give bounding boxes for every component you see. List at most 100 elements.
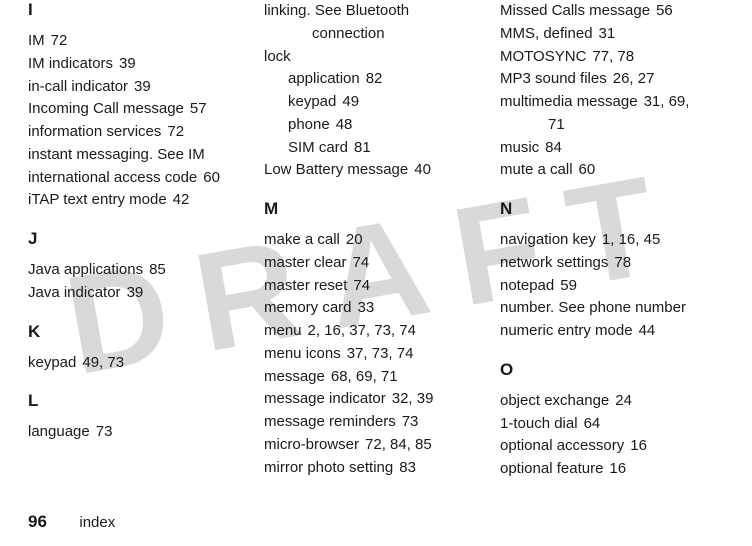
entry-text: in-call indicator (28, 78, 128, 95)
entry-pages: 16 (630, 437, 647, 454)
entry-pages: 33 (358, 299, 375, 316)
section-letter: M (264, 199, 488, 219)
entry-pages: 84 (545, 139, 562, 156)
entry-text: IM indicators (28, 55, 113, 72)
index-entry: optional accessory16 (500, 435, 724, 457)
entry-pages: 73 (96, 423, 113, 440)
entry-pages: 56 (656, 2, 673, 19)
index-entry: MOTOSYNC77, 78 (500, 46, 724, 68)
entry-pages: 57 (190, 100, 207, 117)
entry-pages: 77, 78 (592, 48, 634, 65)
index-column: Missed Calls message56MMS, defined31MOTO… (500, 0, 724, 505)
entry-pages: 20 (346, 231, 363, 248)
index-entry: Java indicator 39 (28, 282, 252, 304)
index-column: IIM72IM indicators39in-call indicator39I… (28, 0, 264, 505)
index-entry: connection (264, 23, 488, 45)
entry-text: phone (288, 116, 330, 133)
entry-text: 71 (548, 116, 565, 133)
index-entry: linking. See Bluetooth (264, 0, 488, 22)
index-entry: menu2, 16, 37, 73, 74 (264, 320, 488, 342)
entry-text: optional feature (500, 460, 603, 477)
entry-text: keypad (288, 93, 336, 110)
entry-text: memory card (264, 299, 352, 316)
entry-pages: 44 (639, 322, 656, 339)
entry-text: master reset (264, 277, 347, 294)
entry-pages: 74 (353, 254, 370, 271)
index-content: IIM72IM indicators39in-call indicator39I… (0, 0, 752, 505)
entry-pages: 64 (584, 415, 601, 432)
index-column: linking. See Bluetoothconnectionlockappl… (264, 0, 500, 505)
entry-pages: 39 (134, 78, 151, 95)
entry-text: iTAP text entry mode (28, 191, 167, 208)
entry-text: micro-browser (264, 436, 359, 453)
entry-text: notepad (500, 277, 554, 294)
entry-text: information services (28, 123, 161, 140)
index-entry: memory card 33 (264, 297, 488, 319)
entry-pages: 31 (599, 25, 616, 42)
entry-text: 1-touch dial (500, 415, 578, 432)
index-entry: IM indicators39 (28, 53, 252, 75)
entry-text: object exchange (500, 392, 609, 409)
entry-pages: 31, 69, (644, 93, 690, 110)
index-entry: 1-touch dial 64 (500, 413, 724, 435)
entry-pages: 42 (173, 191, 190, 208)
entry-pages: 37, 73, 74 (347, 345, 414, 362)
entry-text: keypad (28, 354, 76, 371)
index-entry: object exchange24 (500, 390, 724, 412)
entry-text: numeric entry mode (500, 322, 633, 339)
index-entry: IM72 (28, 30, 252, 52)
entry-text: mirror photo setting (264, 459, 393, 476)
entry-pages: 78 (614, 254, 631, 271)
entry-pages: 49 (342, 93, 359, 110)
entry-pages: 1, 16, 45 (602, 231, 660, 248)
index-entry: master reset 74 (264, 275, 488, 297)
section-letter: L (28, 391, 252, 411)
entry-text: number. See phone number (500, 299, 686, 316)
section-letter: J (28, 229, 252, 249)
entry-pages: 68, 69, 71 (331, 368, 398, 385)
index-entry: in-call indicator 39 (28, 76, 252, 98)
index-entry: iTAP text entry mode 42 (28, 189, 252, 211)
index-entry: number. See phone number (500, 297, 724, 319)
entry-pages: 81 (354, 139, 371, 156)
index-entry: navigation key1, 16, 45 (500, 229, 724, 251)
entry-text: Java applications (28, 261, 143, 278)
entry-pages: 40 (414, 161, 431, 178)
index-entry: numeric entry mode 44 (500, 320, 724, 342)
entry-pages: 83 (399, 459, 416, 476)
entry-pages: 60 (203, 169, 220, 186)
index-entry: keypad49, 73 (28, 352, 252, 374)
entry-text: Java indicator (28, 284, 121, 301)
entry-pages: 59 (560, 277, 577, 294)
index-entry: phone 48 (264, 114, 488, 136)
index-entry: network settings78 (500, 252, 724, 274)
entry-text: music (500, 139, 539, 156)
section-letter: I (28, 0, 252, 20)
entry-pages: 48 (336, 116, 353, 133)
entry-pages: 72 (167, 123, 184, 140)
entry-text: connection (312, 25, 385, 42)
index-entry: notepad 59 (500, 275, 724, 297)
index-entry: language73 (28, 421, 252, 443)
page-footer: 96 index (28, 512, 115, 532)
index-entry: instant messaging. See IM (28, 144, 252, 166)
entry-pages: 74 (353, 277, 370, 294)
entry-pages: 32, 39 (392, 390, 434, 407)
index-entry: message indicator32, 39 (264, 388, 488, 410)
index-entry: Incoming Call message 57 (28, 98, 252, 120)
index-entry: Low Battery message40 (264, 159, 488, 181)
entry-pages: 2, 16, 37, 73, 74 (308, 322, 416, 339)
entry-pages: 26, 27 (613, 70, 655, 87)
entry-text: SIM card (288, 139, 348, 156)
entry-text: Missed Calls message (500, 2, 650, 19)
entry-pages: 39 (127, 284, 144, 301)
index-entry: keypad 49 (264, 91, 488, 113)
index-entry: information services 72 (28, 121, 252, 143)
entry-text: Incoming Call message (28, 100, 184, 117)
index-entry: micro-browser72, 84, 85 (264, 434, 488, 456)
entry-text: MP3 sound files (500, 70, 607, 87)
entry-text: mute a call (500, 161, 573, 178)
entry-pages: 16 (609, 460, 626, 477)
entry-text: master clear (264, 254, 347, 271)
section-letter: N (500, 199, 724, 219)
